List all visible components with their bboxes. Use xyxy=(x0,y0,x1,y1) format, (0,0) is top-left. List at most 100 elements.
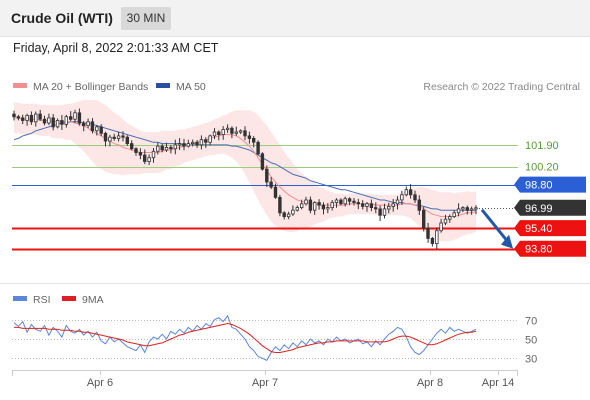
candle-body xyxy=(247,135,252,139)
candle xyxy=(112,133,116,141)
candle-body xyxy=(317,202,321,206)
candle-body xyxy=(461,207,465,210)
candle xyxy=(164,142,169,152)
candle-body xyxy=(474,207,478,210)
candle-body xyxy=(156,145,160,152)
candle xyxy=(20,114,25,125)
candle xyxy=(82,121,86,132)
candle-body xyxy=(151,150,156,159)
instrument-title: Crude Oil (WTI) xyxy=(11,10,113,26)
candle-body xyxy=(299,203,304,209)
candle-body xyxy=(269,181,273,188)
candle-body xyxy=(347,198,352,202)
candle xyxy=(269,177,273,190)
support-2-label: 93.80 xyxy=(525,244,553,256)
candle xyxy=(138,148,143,160)
candle-body xyxy=(204,139,208,143)
candle xyxy=(247,131,252,144)
candle xyxy=(151,148,156,163)
resistance-2-label: 101.90 xyxy=(525,140,559,152)
candle xyxy=(391,199,395,212)
candle xyxy=(413,190,417,203)
candle-body xyxy=(12,113,16,118)
timeframe-button[interactable]: 30 MIN xyxy=(121,7,171,30)
candle xyxy=(469,206,474,215)
candle xyxy=(147,154,151,165)
candle xyxy=(129,140,134,151)
current-label-box xyxy=(514,199,586,216)
candle xyxy=(47,113,51,126)
candle-body xyxy=(391,203,395,207)
candle-body xyxy=(265,168,269,183)
candle xyxy=(64,114,68,128)
candle xyxy=(173,139,177,155)
candle-body xyxy=(308,199,313,211)
rsi-line xyxy=(13,314,477,361)
candle xyxy=(312,201,317,215)
rsi-ma9-line xyxy=(14,322,477,353)
candle xyxy=(16,114,21,121)
candle-body xyxy=(421,209,426,229)
candle-body xyxy=(469,208,474,211)
candle-body xyxy=(373,207,378,210)
candle xyxy=(260,152,265,171)
candle xyxy=(38,109,42,121)
ma9-legend-label: 9MA xyxy=(82,294,104,306)
candle-body xyxy=(282,212,286,218)
candle-body xyxy=(73,112,77,120)
ma50-legend-label: MA 50 xyxy=(176,81,206,93)
rsi-tick-label: 50 xyxy=(525,335,537,347)
candle xyxy=(430,236,435,247)
candle xyxy=(474,205,478,215)
candle xyxy=(60,115,64,130)
forecast-arrow-head xyxy=(501,234,513,249)
candle-body xyxy=(273,186,278,198)
candle-body xyxy=(321,204,326,210)
candle xyxy=(461,206,465,212)
candle xyxy=(77,108,82,126)
candle xyxy=(182,138,186,151)
candle-body xyxy=(278,196,282,214)
candle-body xyxy=(243,130,247,137)
candle-body xyxy=(42,118,47,124)
candle xyxy=(69,111,73,122)
candle xyxy=(273,183,278,199)
candle xyxy=(34,111,38,127)
candle-body xyxy=(47,117,51,124)
candle xyxy=(408,184,413,199)
candle xyxy=(265,165,269,187)
candle xyxy=(186,139,190,148)
candle-body xyxy=(25,115,29,121)
candle-body xyxy=(95,126,99,132)
candle-body xyxy=(208,135,212,143)
candle-body xyxy=(330,202,334,208)
candle xyxy=(251,136,256,148)
candle-body xyxy=(260,153,265,170)
candle-body xyxy=(190,141,195,145)
candle xyxy=(142,149,147,165)
candle xyxy=(156,142,160,155)
candle xyxy=(369,199,374,212)
candle xyxy=(317,199,321,210)
candle xyxy=(387,202,391,214)
candle-body xyxy=(295,207,299,211)
chart-header: Crude Oil (WTI) 30 MIN xyxy=(0,0,590,37)
candle xyxy=(134,147,138,156)
candle xyxy=(116,131,121,142)
copyright-text: Research © 2022 Trading Central xyxy=(423,81,580,93)
candle xyxy=(404,186,408,197)
candle-body xyxy=(251,137,256,143)
candle-body xyxy=(408,189,413,196)
candle-body xyxy=(286,213,291,218)
candle xyxy=(73,109,77,123)
candle xyxy=(195,140,199,148)
candle-body xyxy=(334,199,339,203)
candle xyxy=(347,197,352,206)
rsi-tick-label: 30 xyxy=(525,354,537,366)
candle xyxy=(238,129,243,134)
candle-body xyxy=(465,207,469,211)
current-label: 96.99 xyxy=(525,203,553,215)
candle-body xyxy=(456,208,461,214)
candle xyxy=(382,203,387,219)
